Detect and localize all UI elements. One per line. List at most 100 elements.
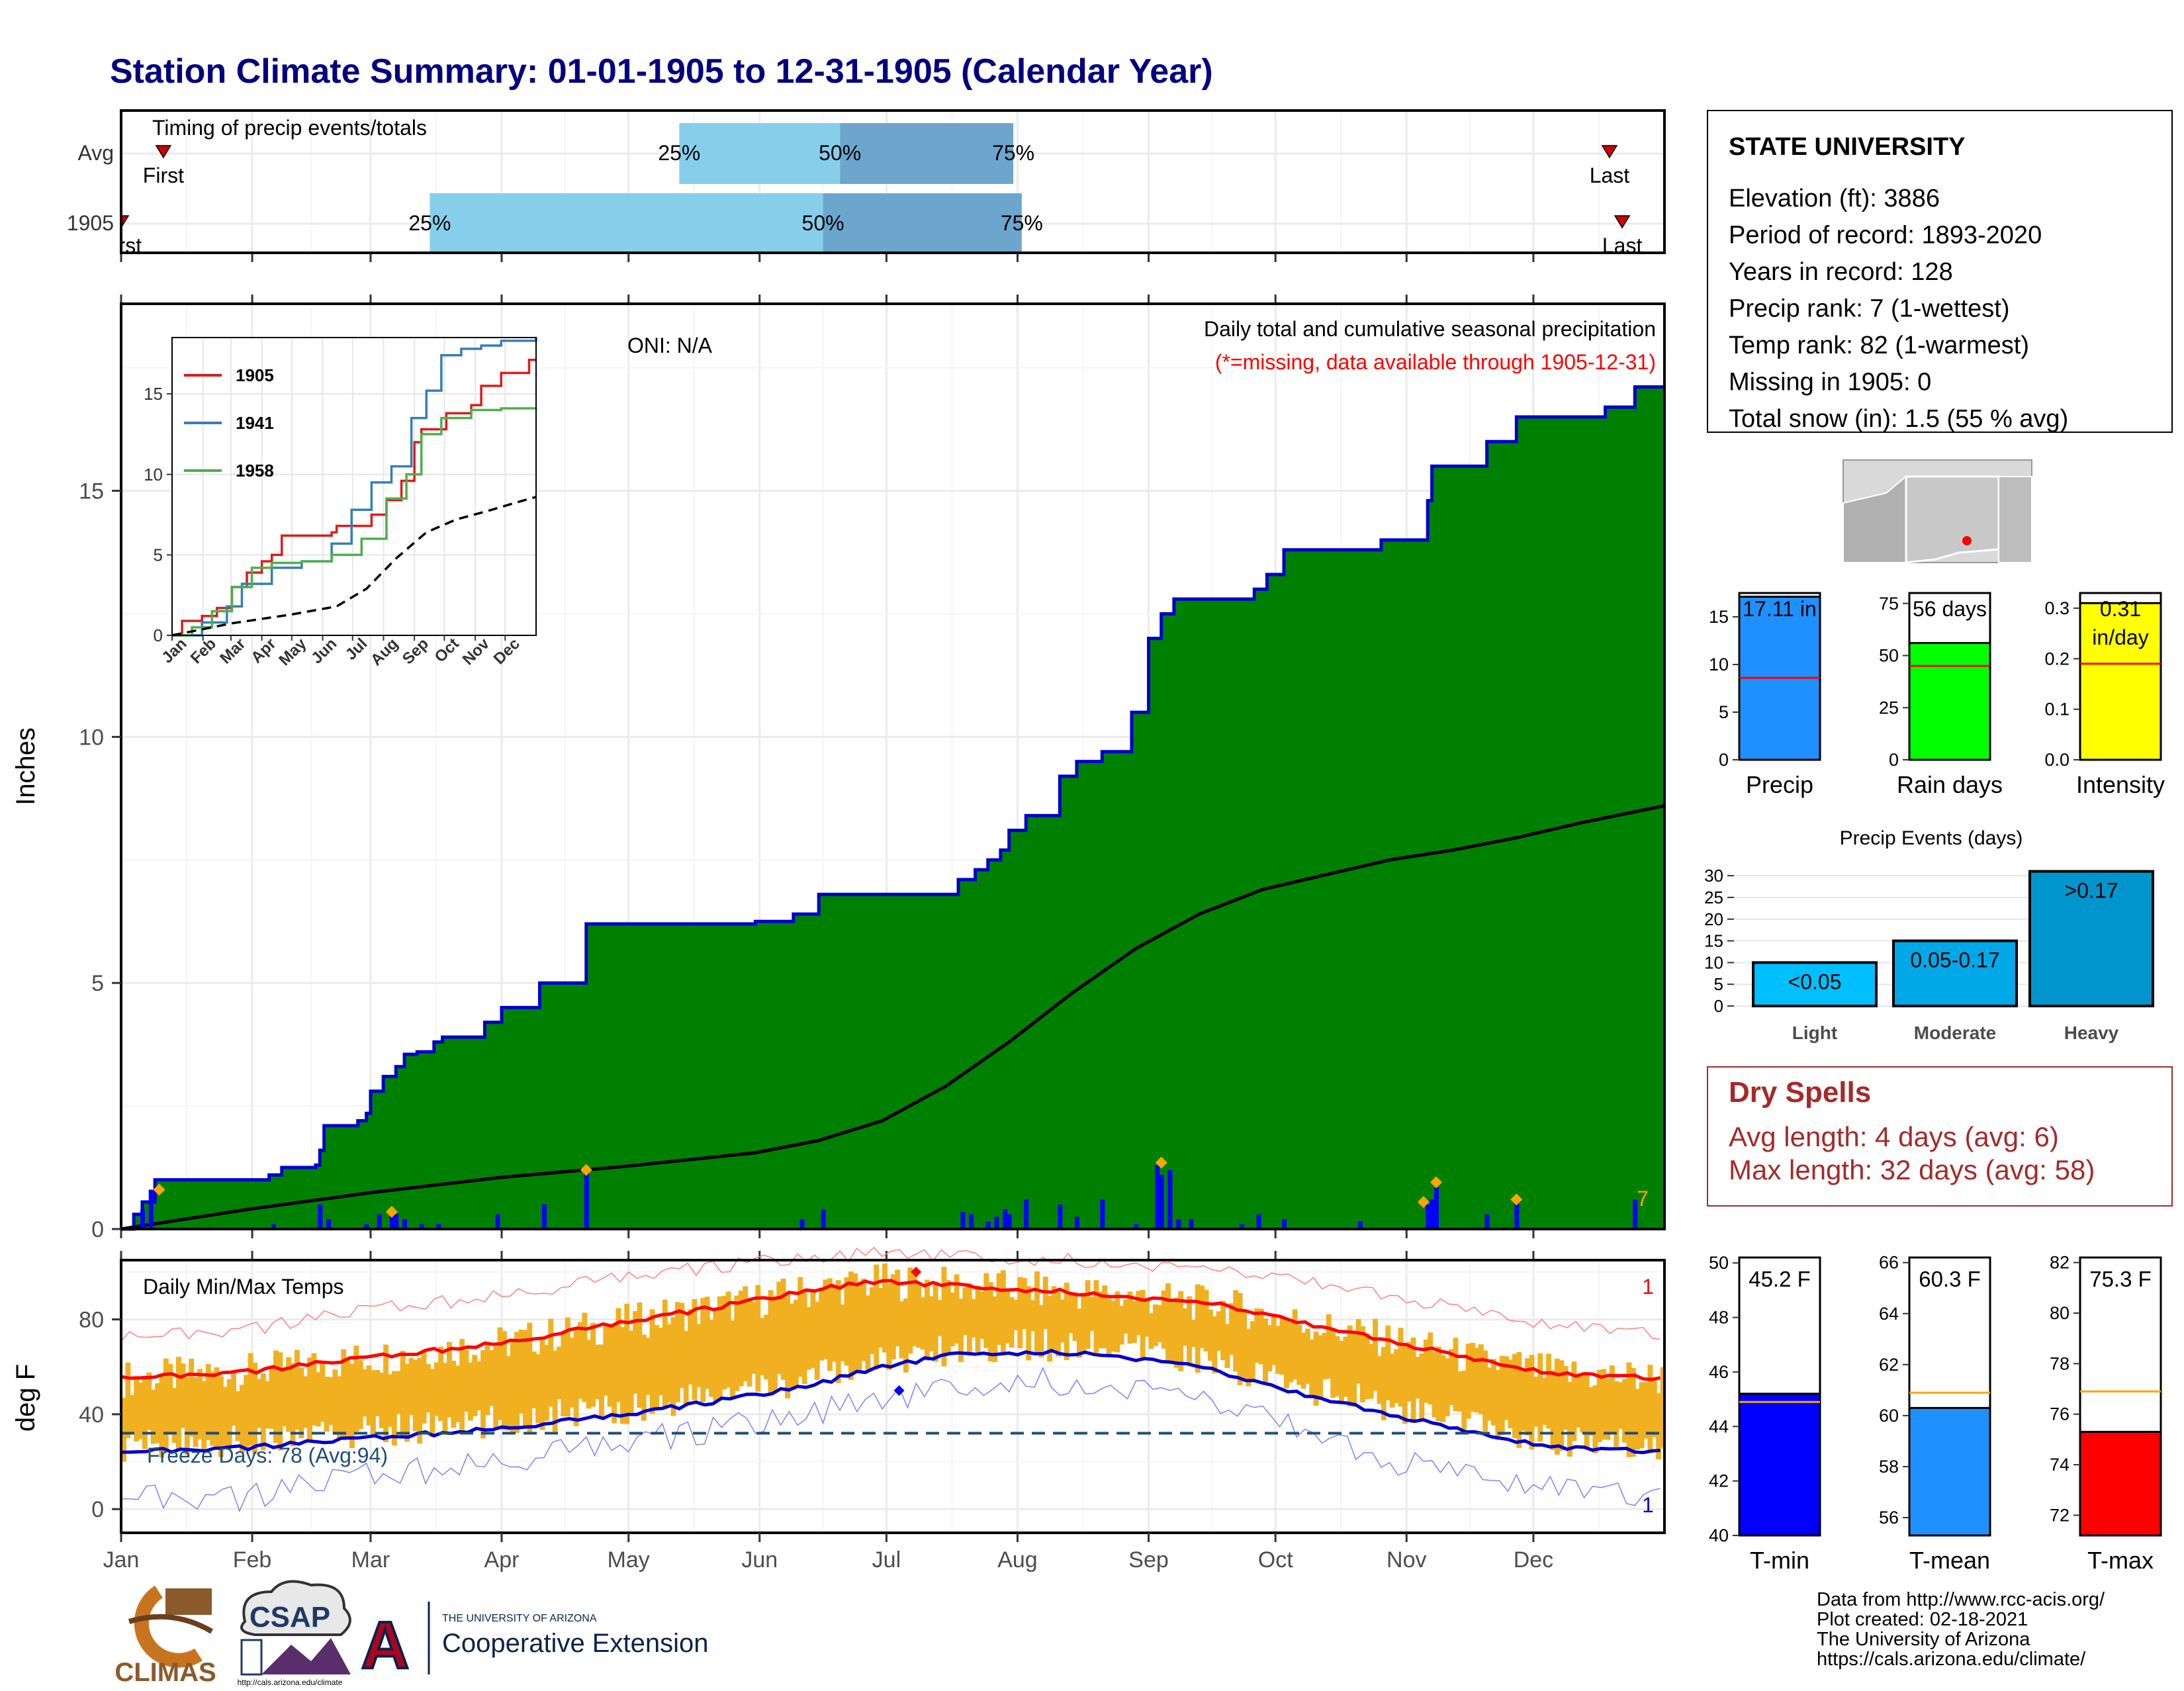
credits-block: Data from http://www.rcc-acis.org/Plot c… bbox=[1817, 1589, 2105, 1670]
daily-temperature-bar bbox=[379, 1373, 385, 1428]
daily-temperature-bar bbox=[886, 1283, 892, 1370]
precip-event-marker bbox=[1155, 1156, 1167, 1169]
temperature-summary-y-tick-label: 42 bbox=[1709, 1471, 1729, 1491]
daily-temperature-bar bbox=[569, 1338, 575, 1408]
daily-temperature-bar bbox=[1339, 1340, 1344, 1403]
daily-temperature-bar bbox=[1563, 1365, 1569, 1430]
daily-temperature-bar bbox=[966, 1283, 972, 1354]
daily-precip-bar bbox=[1155, 1165, 1160, 1229]
daily-temperature-bar bbox=[899, 1301, 905, 1359]
daily-temperature-bar bbox=[467, 1362, 473, 1421]
daily-temperature-bar bbox=[768, 1290, 774, 1394]
summary-bar-y-tick-label: 5 bbox=[1719, 702, 1729, 722]
daily-temperature-bar bbox=[1060, 1299, 1066, 1343]
daily-temperature-bar bbox=[1373, 1318, 1379, 1391]
timing-first-label: First bbox=[101, 234, 142, 257]
daily-temperature-bar bbox=[1359, 1326, 1365, 1402]
temperature-y-tick-label: 40 bbox=[79, 1402, 104, 1428]
daily-temperature-bar bbox=[1592, 1385, 1598, 1453]
daily-temperature-bar bbox=[987, 1282, 993, 1361]
timing-quartile-box-upper bbox=[840, 123, 1014, 184]
daily-temperature-bar bbox=[1076, 1308, 1082, 1358]
daily-temperature-bar bbox=[235, 1391, 241, 1441]
station-info-line: Period of record: 1893-2020 bbox=[1729, 222, 2042, 250]
daily-temperature-bar bbox=[1228, 1303, 1234, 1355]
timing-p25-label: 25% bbox=[658, 141, 700, 165]
daily-temperature-bar bbox=[590, 1322, 596, 1407]
daily-temperature-bar bbox=[1635, 1389, 1641, 1450]
summary-bar-y-tick-label: 0 bbox=[1889, 750, 1899, 770]
temperature-summary-y-tick-label: 44 bbox=[1709, 1416, 1729, 1436]
daily-temperature-bar bbox=[557, 1346, 562, 1400]
daily-temperature-bar bbox=[320, 1363, 326, 1422]
daily-precip-bar bbox=[271, 1224, 277, 1229]
map-east-region bbox=[1998, 476, 2032, 563]
daily-temperature-bar bbox=[1013, 1299, 1019, 1331]
daily-temperature-bar bbox=[662, 1299, 668, 1407]
daily-temperature-bar bbox=[197, 1369, 203, 1440]
station-info-line: Years in record: 128 bbox=[1729, 258, 1953, 286]
summary-bar-value-label: 56 days bbox=[1913, 597, 1987, 621]
month-label: Feb bbox=[233, 1547, 272, 1573]
daily-temperature-bar bbox=[730, 1320, 735, 1399]
daily-temperature-bar bbox=[1106, 1298, 1112, 1355]
precip-events-category-label: Light bbox=[1792, 1023, 1837, 1043]
daily-temperature-bar bbox=[1267, 1325, 1273, 1372]
inset-y-tick-label: 15 bbox=[144, 384, 163, 404]
daily-temperature-bar bbox=[907, 1267, 913, 1354]
temperature-summary-value-label: 75.3 F bbox=[2089, 1267, 2152, 1291]
precip-y-tick-label: 5 bbox=[91, 971, 104, 996]
daily-temperature-bar bbox=[1288, 1322, 1294, 1383]
daily-precip-bar bbox=[1256, 1214, 1261, 1229]
daily-temperature-bar bbox=[531, 1351, 537, 1408]
logos-row: CLIMAS CSAP http://cals.arizona.edu/clim… bbox=[114, 1580, 708, 1687]
daily-precip-bar bbox=[140, 1209, 145, 1229]
daily-temperature-bar bbox=[975, 1285, 981, 1352]
timing-panel-frame bbox=[120, 109, 1666, 254]
daily-temperature-bar bbox=[328, 1377, 334, 1426]
daily-temperature-bar bbox=[619, 1326, 625, 1424]
daily-temperature-bar bbox=[1415, 1357, 1420, 1399]
inset-series-line-1941 bbox=[172, 338, 537, 637]
daily-temperature-bar bbox=[463, 1349, 469, 1412]
dry-spells-avg-length: Avg length: 4 days (avg: 6) bbox=[1729, 1121, 2059, 1152]
temperature-summary-value-label: 60.3 F bbox=[1919, 1267, 1981, 1291]
daily-temperature-bar bbox=[1111, 1301, 1116, 1352]
daily-precip-bar bbox=[1426, 1204, 1431, 1229]
daily-temperature-bar bbox=[654, 1324, 659, 1410]
daily-temperature-bar bbox=[353, 1346, 359, 1432]
daily-temperature-bar bbox=[856, 1284, 862, 1371]
daily-temperature-bar bbox=[404, 1363, 410, 1442]
inset-frame bbox=[171, 337, 537, 636]
daily-temperature-bar bbox=[916, 1285, 922, 1348]
daily-temperature-bar bbox=[971, 1299, 977, 1338]
temperature-summary-value bbox=[2079, 1430, 2162, 1537]
credit-line: The University of Arizona bbox=[1817, 1629, 2030, 1650]
daily-temperature-bar bbox=[226, 1379, 232, 1450]
summary-bar-label: Rain days bbox=[1897, 771, 2003, 798]
month-label: Aug bbox=[997, 1547, 1038, 1573]
record-high-marker bbox=[911, 1266, 922, 1277]
temperature-summary-y-tick-label: 48 bbox=[1709, 1308, 1729, 1328]
daily-temperature-bar bbox=[1216, 1311, 1222, 1351]
temperature-summary-label: T-min bbox=[1750, 1547, 1809, 1574]
daily-temperature-bar bbox=[522, 1330, 528, 1427]
daily-temperature-bar bbox=[218, 1376, 224, 1457]
daily-temperature-bar bbox=[1394, 1349, 1399, 1403]
temperature-summary-t-mean: 56 58 60 62 64 66 60.3 F T-mean bbox=[1879, 1253, 1991, 1574]
daily-temperature-bar bbox=[1169, 1299, 1175, 1362]
daily-temperature-bar bbox=[962, 1287, 968, 1336]
temperature-y-tick-label: 80 bbox=[79, 1308, 104, 1333]
inset-series-line-1905 bbox=[172, 359, 536, 637]
timing-p50-label: 50% bbox=[819, 141, 861, 165]
inset-legend-label: 1905 bbox=[236, 365, 274, 385]
temperature-title: Daily Min/Max Temps bbox=[143, 1275, 343, 1299]
inset-bg bbox=[172, 338, 536, 635]
daily-temperature-bar bbox=[789, 1303, 795, 1390]
inset-series-line-1958 bbox=[172, 407, 536, 637]
csap-logo-cloud bbox=[240, 1580, 351, 1636]
daily-temperature-bar bbox=[1389, 1353, 1395, 1408]
daily-temperature-bar bbox=[248, 1353, 253, 1446]
daily-temperature-bar bbox=[578, 1322, 583, 1399]
daily-temperature-bar bbox=[1368, 1344, 1374, 1399]
